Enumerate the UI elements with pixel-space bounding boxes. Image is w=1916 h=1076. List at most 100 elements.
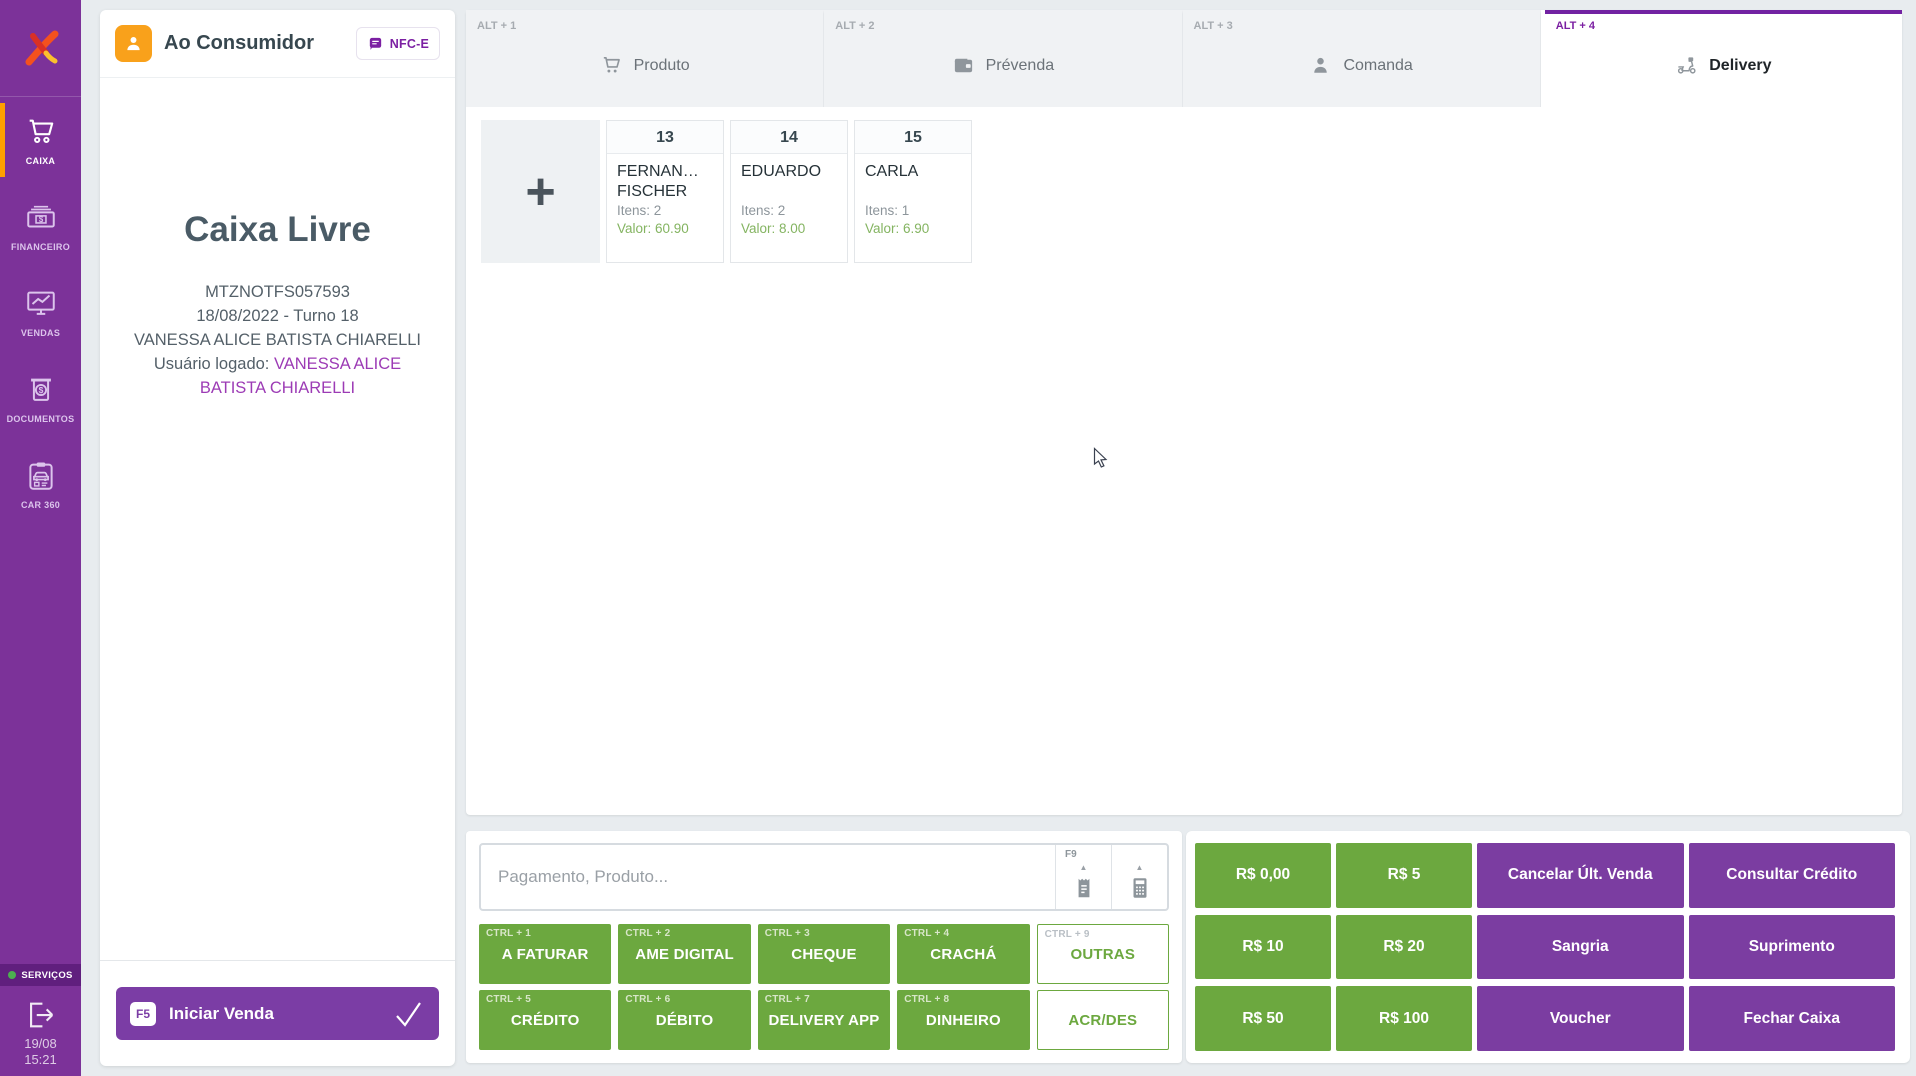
voucher-button[interactable]: Voucher <box>1477 986 1684 1051</box>
sidebar-item-car360[interactable]: CAR 360 <box>0 441 81 527</box>
tab-prevenda[interactable]: ALT + 2 Prévenda <box>824 10 1183 107</box>
cash-10-button[interactable]: R$ 10 <box>1195 914 1331 980</box>
scooter-icon <box>1678 57 1696 74</box>
payment-label: DELIVERY APP <box>768 1011 880 1029</box>
sidebar-item-label: FINANCEIRO <box>11 241 70 252</box>
tab-label: Comanda <box>1343 56 1413 74</box>
cancel-last-sale-button[interactable]: Cancelar Últ. Venda <box>1477 843 1684 908</box>
person-icon <box>1314 57 1328 73</box>
consult-credit-button[interactable]: Consultar Crédito <box>1688 843 1895 908</box>
receipt-toggle-button[interactable]: F9 ▲ <box>1055 845 1111 909</box>
mode-tabs: ALT + 1 Produto ALT + 2 <box>466 10 1902 107</box>
cart-icon <box>603 57 620 73</box>
cash-20-button[interactable]: R$ 20 <box>1336 914 1472 980</box>
action-label: Suprimento <box>1748 937 1835 955</box>
sidebar-item-label: VENDAS <box>20 327 61 338</box>
sidebar: CAIXA $ FINANCEIRO VENDAS <box>0 0 81 1076</box>
payment-debito-button[interactable]: CTRL + 6 DÉBITO <box>618 990 751 1050</box>
tab-shortcut: ALT + 2 <box>835 20 875 32</box>
payment-label: CRACHÁ <box>930 945 997 963</box>
f5-shortcut-badge: F5 <box>130 1001 157 1026</box>
clipboard-car-icon <box>28 462 53 490</box>
cash-50-button[interactable]: R$ 50 <box>1195 986 1331 1051</box>
sidebar-datetime: 19/08 15:21 <box>24 1036 57 1068</box>
payment-acr-des-button[interactable]: ACR/DES <box>1036 990 1169 1050</box>
sidebar-item-financeiro[interactable]: $ FINANCEIRO <box>0 183 81 269</box>
cash-100-button[interactable]: R$ 100 <box>1336 986 1472 1051</box>
payment-outras-button[interactable]: CTRL + 9 OUTRAS <box>1036 924 1169 984</box>
delivery-customer-name: EDUARDO <box>741 163 822 180</box>
customer-name: Ao Consumidor <box>164 32 314 54</box>
brand-logo-icon <box>25 30 58 66</box>
banknote-icon: $ <box>26 205 55 227</box>
search-box: F9 ▲ ▲ <box>479 843 1169 911</box>
nfce-label: NFC-E <box>389 36 429 51</box>
calculator-toggle-button[interactable]: ▲ <box>1111 845 1167 909</box>
payment-cracha-button[interactable]: CTRL + 4 CRACHÁ <box>897 924 1030 984</box>
logout-button[interactable] <box>24 998 58 1032</box>
payment-dinheiro-button[interactable]: CTRL + 8 DINHEIRO <box>897 990 1030 1050</box>
tab-produto[interactable]: ALT + 1 Produto <box>466 10 825 107</box>
payment-cheque-button[interactable]: CTRL + 3 CHEQUE <box>757 924 891 984</box>
close-cashier-button[interactable]: Fechar Caixa <box>1688 986 1895 1051</box>
app-logo[interactable] <box>0 0 81 97</box>
delivery-customer-name: FERNAN… FISCHER <box>617 163 699 200</box>
chevron-up-icon: ▲ <box>1079 863 1088 872</box>
nfce-receipt-icon <box>369 37 381 50</box>
cash-0-button[interactable]: R$ 0,00 <box>1195 843 1331 908</box>
action-label: Cancelar Últ. Venda <box>1507 866 1653 884</box>
cash-label: R$ 0,00 <box>1235 866 1291 884</box>
online-status-dot <box>8 971 17 979</box>
payment-product-search-input[interactable] <box>481 845 1055 909</box>
servicos-label: SERVIÇOS <box>21 969 73 981</box>
payment-label: CHEQUE <box>791 945 857 963</box>
delivery-items-count: Itens: 2 <box>617 203 662 218</box>
cash-label: R$ 20 <box>1383 937 1425 955</box>
add-delivery-button[interactable]: + <box>481 120 600 263</box>
cash-label: R$ 50 <box>1242 1009 1284 1027</box>
sidebar-item-vendas[interactable]: VENDAS <box>0 269 81 355</box>
cashier-status-heading: Caixa Livre <box>184 210 371 249</box>
shift-info: 18/08/2022 - Turno 18 <box>196 307 359 325</box>
tab-delivery[interactable]: ALT + 4 Delivery <box>1544 10 1902 107</box>
shortcut-label: CTRL + 7 <box>764 994 810 1005</box>
payment-ame-digital-button[interactable]: CTRL + 2 AME DIGITAL <box>618 924 751 984</box>
delivery-card-13[interactable]: 13 FERNAN… FISCHER Itens: 2 Valor: 60.90 <box>606 120 724 263</box>
tab-shortcut: ALT + 4 <box>1555 20 1595 32</box>
start-sale-label: Iniciar Venda <box>169 1003 274 1023</box>
customer-avatar <box>115 25 152 62</box>
customer-panel: Ao Consumidor NFC-E Caixa Livre MTZNOTFS… <box>100 10 455 1066</box>
delivery-card-15[interactable]: 15 CARLA Itens: 1 Valor: 6.90 <box>854 120 972 263</box>
payment-delivery-app-button[interactable]: CTRL + 7 DELIVERY APP <box>757 990 891 1050</box>
shortcut-label: CTRL + 3 <box>764 928 810 939</box>
sidebar-item-documentos[interactable]: $ DOCUMENTOS <box>0 355 81 441</box>
tab-comanda[interactable]: ALT + 3 Comanda <box>1182 10 1541 107</box>
nfce-badge[interactable]: NFC-E <box>355 27 440 60</box>
delivery-value: Valor: 60.90 <box>617 221 689 236</box>
tab-label: Produto <box>633 56 690 74</box>
sidebar-item-caixa[interactable]: CAIXA <box>0 97 81 183</box>
cart-icon <box>29 119 53 143</box>
cash-label: R$ 10 <box>1242 937 1284 955</box>
start-sale-button[interactable]: F5 Iniciar Venda <box>116 987 439 1040</box>
sangria-button[interactable]: Sangria <box>1477 914 1684 980</box>
document-dollar-icon: $ <box>30 378 51 401</box>
delivery-value: Valor: 6.90 <box>865 221 930 236</box>
terminal-code: MTZNOTFS057593 <box>205 283 350 301</box>
payment-label: CRÉDITO <box>510 1011 580 1029</box>
sidebar-item-label: CAIXA <box>25 155 56 166</box>
suprimento-button[interactable]: Suprimento <box>1688 914 1895 980</box>
delivery-items-count: Itens: 2 <box>741 203 786 218</box>
servicos-status[interactable]: SERVIÇOS <box>0 964 81 986</box>
plus-icon: + <box>525 162 556 221</box>
cash-actions-grid: R$ 0,00 R$ 5 Cancelar Últ. Venda Consult… <box>1195 843 1895 1051</box>
sidebar-date: 19/08 <box>24 1036 57 1051</box>
payment-methods-grid: CTRL + 1 A FATURAR CTRL + 2 AME DIGITAL … <box>479 924 1169 1050</box>
payment-credito-button[interactable]: CTRL + 5 CRÉDITO <box>479 990 612 1050</box>
cash-5-button[interactable]: R$ 5 <box>1336 843 1472 908</box>
person-icon <box>127 37 140 51</box>
payment-a-faturar-button[interactable]: CTRL + 1 A FATURAR <box>479 924 612 984</box>
main-panel: ALT + 1 Produto ALT + 2 <box>466 10 1902 815</box>
delivery-card-14[interactable]: 14 EDUARDO Itens: 2 Valor: 8.00 <box>730 120 848 263</box>
